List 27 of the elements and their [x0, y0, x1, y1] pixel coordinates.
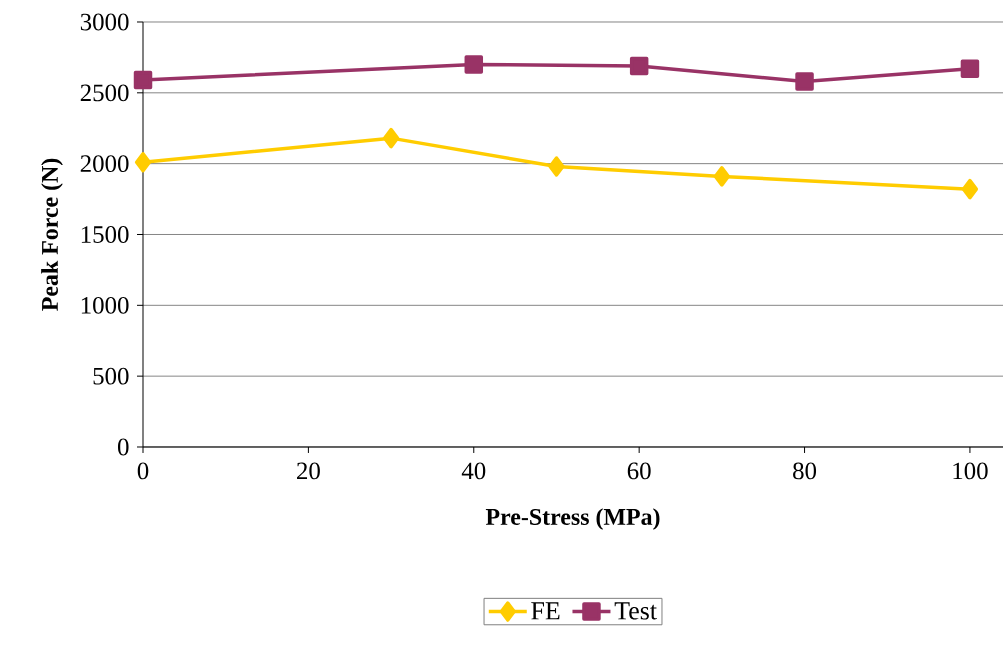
x-tick-label: 80 — [793, 462, 817, 480]
x-tick-label: 20 — [297, 462, 320, 480]
y-tick-label: 3000 — [80, 13, 129, 31]
y-tick-label: 1000 — [81, 296, 129, 314]
point — [382, 127, 400, 149]
x-tick-label: 60 — [627, 462, 651, 480]
y-axis-title: Peak Force (N) — [41, 158, 63, 311]
y-tick-label: 1500 — [81, 226, 129, 243]
x-tick-label: 100 — [953, 462, 988, 480]
x-axis-title: Pre-Stress (MPa) — [485, 508, 660, 530]
point — [960, 59, 980, 78]
point — [713, 166, 730, 187]
point — [795, 72, 814, 91]
y-tick-label: 0 — [117, 438, 129, 456]
y-tick-label: 2000 — [80, 155, 129, 173]
point — [133, 70, 153, 90]
point — [134, 151, 152, 173]
point — [548, 156, 565, 177]
point — [961, 178, 979, 200]
point — [464, 55, 484, 74]
point — [629, 56, 649, 76]
legend-label: FE — [531, 602, 560, 620]
legend-label: Test — [614, 602, 657, 620]
x-tick-label: 0 — [137, 462, 149, 480]
x-tick-label: 40 — [461, 462, 486, 480]
y-tick-label: 500 — [93, 367, 129, 385]
y-tick-label: 2500 — [80, 84, 129, 102]
